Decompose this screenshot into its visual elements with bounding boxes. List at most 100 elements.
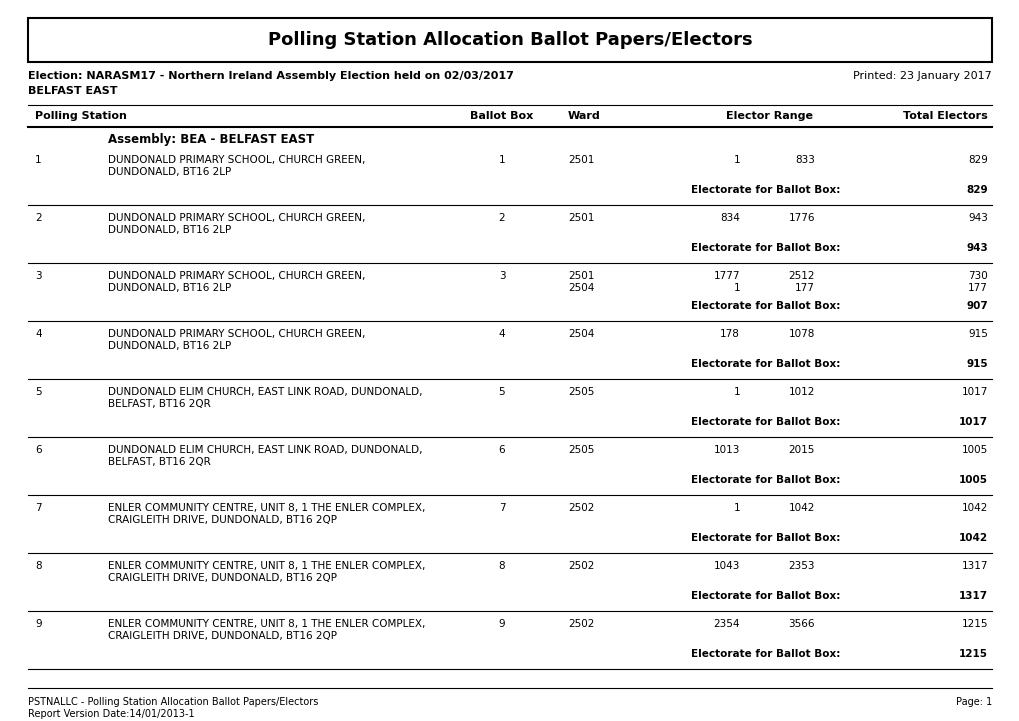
Text: 730: 730 [967, 271, 987, 281]
Text: 4: 4 [498, 329, 504, 339]
Text: CRAIGLEITH DRIVE, DUNDONALD, BT16 2QP: CRAIGLEITH DRIVE, DUNDONALD, BT16 2QP [108, 631, 336, 641]
Text: 7: 7 [35, 503, 42, 513]
Text: 6: 6 [498, 445, 504, 455]
Text: BELFAST EAST: BELFAST EAST [28, 86, 117, 96]
Text: 2502: 2502 [568, 503, 594, 513]
Text: Ballot Box: Ballot Box [470, 111, 533, 121]
Text: Electorate for Ballot Box:: Electorate for Ballot Box: [690, 185, 840, 195]
Text: DUNDONALD, BT16 2LP: DUNDONALD, BT16 2LP [108, 167, 231, 177]
Text: 8: 8 [35, 561, 42, 571]
Text: 5: 5 [35, 387, 42, 397]
Text: Electorate for Ballot Box:: Electorate for Ballot Box: [690, 359, 840, 369]
Text: 2501: 2501 [568, 213, 594, 223]
Text: Page: 1: Page: 1 [955, 697, 991, 707]
Text: DUNDONALD PRIMARY SCHOOL, CHURCH GREEN,: DUNDONALD PRIMARY SCHOOL, CHURCH GREEN, [108, 329, 365, 339]
Text: 9: 9 [35, 619, 42, 629]
Text: DUNDONALD, BT16 2LP: DUNDONALD, BT16 2LP [108, 341, 231, 351]
Text: 1017: 1017 [958, 417, 987, 427]
Text: DUNDONALD, BT16 2LP: DUNDONALD, BT16 2LP [108, 225, 231, 235]
Text: 1: 1 [733, 503, 739, 513]
Text: BELFAST, BT16 2QR: BELFAST, BT16 2QR [108, 457, 211, 467]
Text: Electorate for Ballot Box:: Electorate for Ballot Box: [690, 649, 840, 659]
Text: 1317: 1317 [961, 561, 987, 571]
Text: Electorate for Ballot Box:: Electorate for Ballot Box: [690, 475, 840, 485]
Text: ENLER COMMUNITY CENTRE, UNIT 8, 1 THE ENLER COMPLEX,: ENLER COMMUNITY CENTRE, UNIT 8, 1 THE EN… [108, 619, 425, 629]
Text: 1042: 1042 [788, 503, 814, 513]
Text: CRAIGLEITH DRIVE, DUNDONALD, BT16 2QP: CRAIGLEITH DRIVE, DUNDONALD, BT16 2QP [108, 515, 336, 525]
Text: 1005: 1005 [958, 475, 987, 485]
Text: 4: 4 [35, 329, 42, 339]
Text: 1: 1 [733, 283, 739, 293]
Text: 2501: 2501 [568, 271, 594, 281]
Text: 2354: 2354 [713, 619, 739, 629]
Text: BELFAST, BT16 2QR: BELFAST, BT16 2QR [108, 399, 211, 409]
Text: 834: 834 [719, 213, 739, 223]
Text: 2501: 2501 [568, 155, 594, 165]
Text: 1215: 1215 [961, 619, 987, 629]
Text: 2505: 2505 [568, 387, 594, 397]
Text: DUNDONALD ELIM CHURCH, EAST LINK ROAD, DUNDONALD,: DUNDONALD ELIM CHURCH, EAST LINK ROAD, D… [108, 445, 422, 455]
Text: Total Electors: Total Electors [903, 111, 987, 121]
Text: 1013: 1013 [713, 445, 739, 455]
Text: 1043: 1043 [713, 561, 739, 571]
Text: 1777: 1777 [713, 271, 739, 281]
Text: DUNDONALD PRIMARY SCHOOL, CHURCH GREEN,: DUNDONALD PRIMARY SCHOOL, CHURCH GREEN, [108, 271, 365, 281]
Text: 1042: 1042 [958, 533, 987, 543]
Text: 2502: 2502 [568, 561, 594, 571]
Text: DUNDONALD, BT16 2LP: DUNDONALD, BT16 2LP [108, 283, 231, 293]
Text: Electorate for Ballot Box:: Electorate for Ballot Box: [690, 243, 840, 253]
Text: 915: 915 [965, 359, 987, 369]
Text: 1042: 1042 [961, 503, 987, 513]
Text: 6: 6 [35, 445, 42, 455]
Text: Elector Range: Elector Range [726, 111, 813, 121]
Text: 1317: 1317 [958, 591, 987, 601]
Text: 2504: 2504 [568, 283, 594, 293]
Text: 2: 2 [498, 213, 504, 223]
Text: 3: 3 [35, 271, 42, 281]
Text: Electorate for Ballot Box:: Electorate for Ballot Box: [690, 533, 840, 543]
Text: 9: 9 [498, 619, 504, 629]
Text: CRAIGLEITH DRIVE, DUNDONALD, BT16 2QP: CRAIGLEITH DRIVE, DUNDONALD, BT16 2QP [108, 573, 336, 583]
Text: DUNDONALD PRIMARY SCHOOL, CHURCH GREEN,: DUNDONALD PRIMARY SCHOOL, CHURCH GREEN, [108, 213, 365, 223]
Text: 829: 829 [967, 155, 987, 165]
Text: 2512: 2512 [788, 271, 814, 281]
Text: 177: 177 [795, 283, 814, 293]
Text: 1005: 1005 [961, 445, 987, 455]
Text: Assembly: BEA - BELFAST EAST: Assembly: BEA - BELFAST EAST [108, 133, 314, 146]
Text: DUNDONALD ELIM CHURCH, EAST LINK ROAD, DUNDONALD,: DUNDONALD ELIM CHURCH, EAST LINK ROAD, D… [108, 387, 422, 397]
Bar [28, 18, 991, 62]
Text: DUNDONALD PRIMARY SCHOOL, CHURCH GREEN,: DUNDONALD PRIMARY SCHOOL, CHURCH GREEN, [108, 155, 365, 165]
Text: 1: 1 [35, 155, 42, 165]
Text: Election: NARASM17 - Northern Ireland Assembly Election held on 02/03/2017: Election: NARASM17 - Northern Ireland As… [28, 71, 514, 81]
Text: Polling Station: Polling Station [35, 111, 126, 121]
Text: 907: 907 [965, 301, 987, 311]
Text: Electorate for Ballot Box:: Electorate for Ballot Box: [690, 591, 840, 601]
Text: Polling Station Allocation Ballot Papers/Electors: Polling Station Allocation Ballot Papers… [267, 31, 752, 49]
Text: 2353: 2353 [788, 561, 814, 571]
Text: 7: 7 [498, 503, 504, 513]
Text: 1776: 1776 [788, 213, 814, 223]
Text: 915: 915 [967, 329, 987, 339]
Text: 943: 943 [965, 243, 987, 253]
Text: Electorate for Ballot Box:: Electorate for Ballot Box: [690, 301, 840, 311]
Text: 1215: 1215 [958, 649, 987, 659]
Text: 2502: 2502 [568, 619, 594, 629]
Text: 833: 833 [795, 155, 814, 165]
Text: 2505: 2505 [568, 445, 594, 455]
Text: 1078: 1078 [788, 329, 814, 339]
Text: ENLER COMMUNITY CENTRE, UNIT 8, 1 THE ENLER COMPLEX,: ENLER COMMUNITY CENTRE, UNIT 8, 1 THE EN… [108, 503, 425, 513]
Text: Printed: 23 January 2017: Printed: 23 January 2017 [853, 71, 991, 81]
Text: 177: 177 [967, 283, 987, 293]
Text: 3: 3 [498, 271, 504, 281]
Text: ENLER COMMUNITY CENTRE, UNIT 8, 1 THE ENLER COMPLEX,: ENLER COMMUNITY CENTRE, UNIT 8, 1 THE EN… [108, 561, 425, 571]
Text: 2: 2 [35, 213, 42, 223]
Text: 1: 1 [733, 387, 739, 397]
Text: 1012: 1012 [788, 387, 814, 397]
Text: 1: 1 [733, 155, 739, 165]
Text: 5: 5 [498, 387, 504, 397]
Text: 2504: 2504 [568, 329, 594, 339]
Text: Ward: Ward [568, 111, 600, 121]
Text: 943: 943 [967, 213, 987, 223]
Text: 178: 178 [719, 329, 739, 339]
Text: 8: 8 [498, 561, 504, 571]
